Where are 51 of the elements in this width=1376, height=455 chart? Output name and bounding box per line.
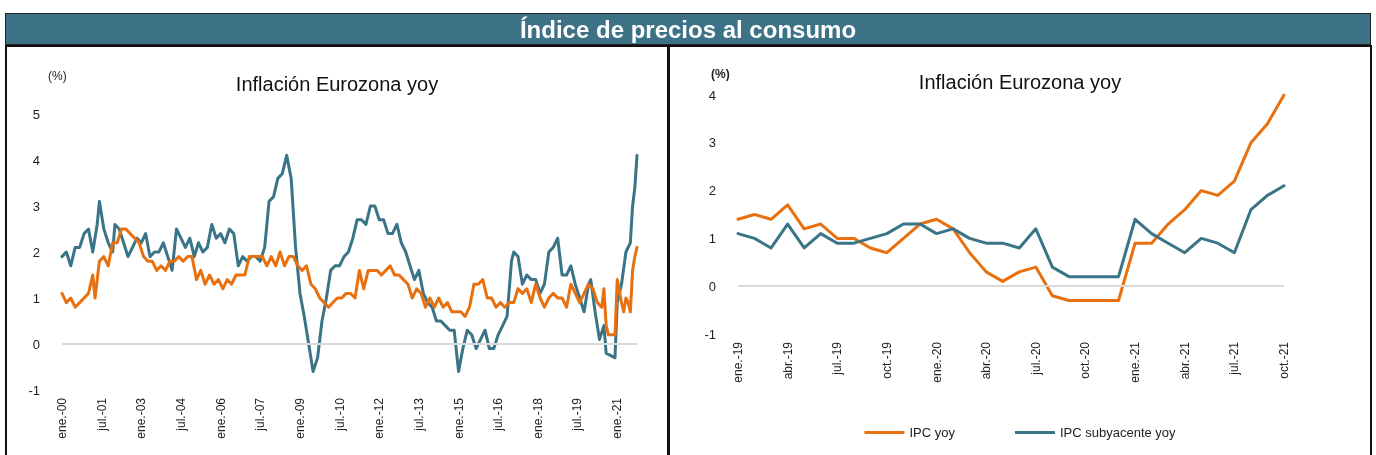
x-tick-label: ene.-06 <box>213 397 228 439</box>
y-tick-label: 1 <box>32 290 40 306</box>
x-tick-label: ene.-12 <box>372 397 387 439</box>
x-tick-label: ene.-21 <box>1128 341 1143 383</box>
x-tick-label: oct.-20 <box>1078 341 1093 379</box>
x-tick-label: jul.-19 <box>570 397 585 432</box>
line-series <box>736 93 1286 303</box>
y-tick-label: 3 <box>708 135 716 151</box>
y-tick-label: 5 <box>32 106 40 122</box>
y-tick-label: 2 <box>708 183 716 199</box>
y-tick-label: 0 <box>32 336 40 352</box>
y-axis-title: (%) <box>48 69 67 83</box>
x-tick-label: oct.-19 <box>879 341 894 379</box>
y-tick-label: -1 <box>704 326 716 342</box>
y-tick-label: 3 <box>32 198 40 214</box>
x-tick-label: ene.-00 <box>55 397 69 439</box>
y-tick-label: -1 <box>28 382 40 398</box>
x-tick-label: ene.-19 <box>731 341 745 383</box>
x-tick-label: jul.-16 <box>491 397 506 432</box>
line-series <box>60 227 639 337</box>
x-tick-label: jul.-01 <box>94 397 109 432</box>
x-tick-label: abr.-21 <box>1177 341 1192 380</box>
y-tick-label: 1 <box>708 230 716 246</box>
x-tick-label: abr.-19 <box>780 341 795 380</box>
legend-label: IPC yoy <box>909 425 956 440</box>
x-tick-label: jul.-04 <box>173 397 188 432</box>
chart-title: Inflación Eurozona yoy <box>235 73 439 95</box>
x-tick-label: ene.-20 <box>929 341 944 383</box>
x-tick-label: ene.-21 <box>610 397 625 439</box>
chart-title: Inflación Eurozona yoy <box>918 71 1122 93</box>
x-tick-label: ene.-09 <box>292 397 307 439</box>
y-axis-title: (%) <box>711 67 730 81</box>
x-tick-label: abr.-20 <box>979 341 994 380</box>
y-tick-label: 2 <box>32 244 40 260</box>
line-series <box>736 184 1286 279</box>
x-tick-label: ene.-03 <box>134 397 149 439</box>
x-tick-label: jul.-20 <box>1028 341 1043 376</box>
x-tick-label: jul.-13 <box>411 397 426 432</box>
x-tick-label: ene.-18 <box>530 397 545 439</box>
y-tick-label: 0 <box>708 278 716 294</box>
text: Índice de precios al consumo <box>5 13 1371 45</box>
y-tick-label: 4 <box>32 152 40 168</box>
x-tick-label: oct.-21 <box>1277 341 1291 379</box>
x-tick-label: jul.-10 <box>332 397 347 432</box>
y-tick-label: 4 <box>708 87 716 103</box>
x-tick-label: jul.-19 <box>830 341 845 376</box>
x-tick-label: jul.-07 <box>253 397 268 432</box>
line-series <box>60 153 639 374</box>
legend-label: IPC subyacente yoy <box>1059 425 1177 440</box>
x-tick-label: jul.-21 <box>1227 341 1242 376</box>
x-tick-label: ene.-15 <box>451 397 466 439</box>
